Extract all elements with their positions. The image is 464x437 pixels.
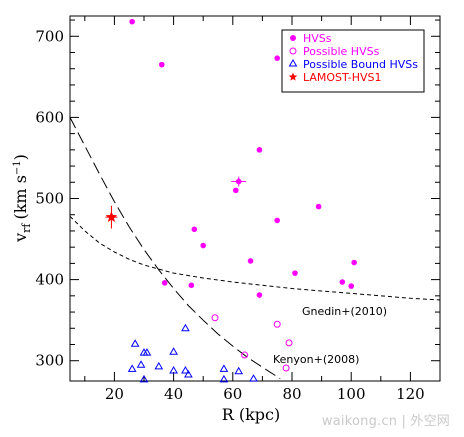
legend-marker-bound-hvs	[288, 59, 298, 67]
point-hvs	[232, 187, 239, 194]
x-tick-label: 60	[223, 385, 242, 403]
point-possible-bound-hvs	[234, 366, 244, 375]
legend-label-bound-hvs: Possible Bound HVSs	[303, 58, 418, 71]
point-possible-hvs	[273, 320, 281, 328]
data-points	[105, 18, 357, 383]
legend-marker-hvs	[290, 35, 296, 41]
point-hvs	[129, 18, 135, 25]
y-tick-label: 300	[35, 352, 64, 370]
point-possible-hvs	[211, 314, 219, 322]
point-possible-hvs	[285, 339, 293, 347]
point-possible-bound-hvs	[219, 364, 229, 372]
point-hvs	[292, 270, 298, 276]
point-possible-bound-hvs	[181, 365, 190, 374]
point-hvs	[315, 203, 322, 210]
x-tick-label: 100	[337, 385, 366, 403]
point-possible-bound-hvs	[139, 374, 149, 383]
point-possible-bound-hvs	[181, 323, 190, 332]
point-hvs	[188, 282, 195, 289]
point-possible-bound-hvs	[154, 361, 164, 370]
point-hvs	[348, 283, 355, 289]
point-possible-bound-hvs	[169, 365, 178, 374]
legend-marker-possible-hvs	[289, 47, 297, 55]
point-hvs	[161, 280, 168, 286]
annotation-gnedin: Gnedin+(2010)	[302, 305, 387, 318]
annotation-kenyon: Kenyon+(2008)	[273, 353, 359, 366]
x-tick-label: 40	[164, 385, 183, 403]
y-tick-label: 400	[35, 271, 64, 289]
legend-box	[281, 29, 425, 93]
y-tick-label: 700	[35, 27, 64, 45]
watermark: waikong.cn | 外空网	[321, 414, 450, 429]
legend: HVSs Possible HVSs Possible Bound HVSs L…	[281, 29, 425, 93]
x-tick-label: 120	[396, 385, 425, 403]
point-possible-bound-hvs	[127, 364, 137, 372]
point-possible-bound-hvs	[249, 374, 258, 382]
y-tick-label: 600	[35, 108, 64, 126]
point-possible-bound-hvs	[169, 347, 178, 355]
axis-ticks: 20 40 60 80 100 120 300 400 500 600 700	[35, 16, 441, 403]
point-possible-hvs	[282, 364, 290, 372]
point-hvs	[256, 292, 263, 298]
point-hvs	[158, 61, 165, 68]
model-curves	[70, 117, 440, 380]
curve-gnedin-2010	[70, 215, 440, 301]
point-lamost-hvs1	[105, 211, 118, 223]
point-possible-hvs	[241, 351, 249, 359]
point-hvs	[339, 279, 346, 285]
point-hvs	[256, 147, 263, 153]
legend-label-possible-hvs: Possible HVSs	[303, 45, 380, 58]
point-hvs	[247, 258, 254, 264]
point-hvs	[191, 226, 198, 233]
x-tick-label: 80	[282, 385, 301, 403]
point-hvs	[351, 259, 357, 266]
legend-marker-lamost	[288, 72, 298, 81]
legend-label-lamost: LAMOST-HVS1	[303, 71, 382, 84]
y-axis-label: vrf(km s−1)	[11, 154, 33, 243]
point-hvs	[235, 178, 242, 185]
point-hvs	[274, 217, 281, 224]
x-axis-label: R (kpc)	[222, 405, 281, 424]
point-possible-bound-hvs	[136, 360, 146, 368]
point-hvs	[274, 55, 281, 61]
legend-label-hvs: HVSs	[303, 32, 332, 45]
point-hvs	[200, 242, 206, 249]
y-tick-label: 500	[35, 190, 64, 208]
point-possible-bound-hvs	[184, 370, 193, 378]
x-tick-label: 20	[105, 385, 124, 403]
point-possible-bound-hvs	[219, 374, 229, 383]
curve-kenyon-2008	[70, 117, 281, 380]
point-possible-bound-hvs	[142, 348, 152, 356]
point-possible-bound-hvs	[130, 339, 140, 347]
